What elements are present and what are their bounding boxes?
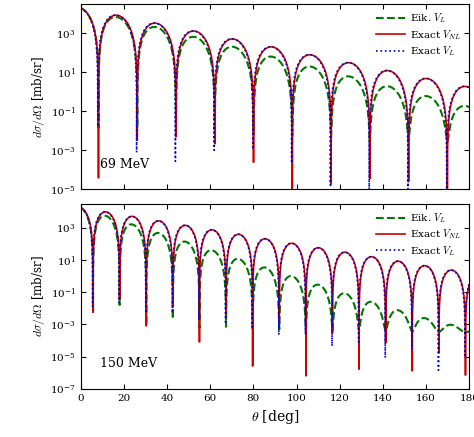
Exact $V_L$ (308, 52, 313, 57)
Exact $V_{NL}$ (290, 187, 295, 192)
Exact $V_L$ (325, 256, 330, 261)
Exact $V_{NL}$ (366, 255, 372, 260)
Eik. $V_L$ (466, 104, 472, 110)
Y-axis label: $d\sigma/d\Omega$ [mb/sr]: $d\sigma/d\Omega$ [mb/sr] (30, 56, 47, 138)
Exact $V_L$ (466, 281, 472, 286)
Eik. $V_L$ (78, 205, 83, 210)
Eik. $V_L$ (466, 329, 472, 334)
Eik. $V_L$ (463, 329, 468, 335)
Exact $V_L$ (366, 187, 372, 192)
Exact $V_{NL}$ (78, 5, 83, 10)
Legend: Eik. $V_L$, Exact $V_{NL}$, Exact $V_L$: Eik. $V_L$, Exact $V_{NL}$, Exact $V_L$ (374, 10, 464, 60)
Exact $V_L$ (78, 205, 83, 210)
Exact $V_L$ (219, 239, 224, 244)
Exact $V_{NL}$ (78, 205, 83, 210)
Eik. $V_L$ (78, 5, 83, 10)
Exact $V_{NL}$ (325, 255, 330, 260)
Exact $V_L$ (387, 267, 392, 273)
Eik. $V_L$ (445, 139, 450, 144)
Exact $V_{NL}$ (366, 106, 372, 111)
Eik. $V_L$ (387, 84, 392, 89)
Eik. $V_L$ (308, 288, 313, 294)
Eik. $V_L$ (308, 64, 313, 69)
Eik. $V_L$ (325, 90, 330, 95)
Exact $V_{NL}$ (303, 373, 309, 378)
Exact $V_{NL}$ (219, 238, 224, 243)
Line: Exact $V_L$: Exact $V_L$ (81, 208, 469, 370)
X-axis label: $\theta$ [deg]: $\theta$ [deg] (251, 408, 299, 427)
Exact $V_{NL}$ (308, 52, 313, 57)
Exact $V_{NL}$ (387, 68, 392, 73)
Eik. $V_L$ (219, 260, 224, 265)
Eik. $V_L$ (387, 316, 392, 321)
Line: Exact $V_{NL}$: Exact $V_{NL}$ (81, 8, 469, 189)
Exact $V_L$ (466, 85, 472, 90)
Line: Eik. $V_L$: Eik. $V_L$ (81, 208, 469, 332)
Exact $V_L$ (97, 38, 103, 43)
Eik. $V_L$ (366, 118, 372, 124)
Line: Eik. $V_L$: Eik. $V_L$ (81, 8, 469, 142)
Exact $V_{NL}$ (466, 85, 472, 90)
Legend: Eik. $V_L$, Exact $V_{NL}$, Exact $V_L$: Eik. $V_L$, Exact $V_{NL}$, Exact $V_L$ (374, 209, 464, 260)
Exact $V_L$ (219, 44, 224, 49)
Eik. $V_L$ (366, 300, 372, 305)
Exact $V_{NL}$ (219, 45, 224, 51)
Text: 69 MeV: 69 MeV (100, 158, 149, 171)
Exact $V_{NL}$ (325, 77, 330, 83)
Eik. $V_L$ (97, 215, 103, 221)
Exact $V_L$ (308, 252, 313, 257)
Exact $V_L$ (436, 368, 441, 373)
Exact $V_L$ (325, 80, 330, 85)
Exact $V_{NL}$ (387, 268, 392, 274)
Exact $V_{NL}$ (97, 43, 103, 49)
Exact $V_L$ (78, 5, 83, 10)
Exact $V_L$ (97, 212, 103, 217)
Line: Exact $V_L$: Exact $V_L$ (81, 8, 469, 189)
Exact $V_{NL}$ (308, 253, 313, 258)
Text: 150 MeV: 150 MeV (100, 357, 157, 371)
Y-axis label: $d\sigma/d\Omega$ [mb/sr]: $d\sigma/d\Omega$ [mb/sr] (30, 256, 47, 337)
Exact $V_L$ (366, 119, 372, 124)
Exact $V_L$ (387, 68, 392, 73)
Exact $V_{NL}$ (97, 212, 103, 218)
Exact $V_{NL}$ (466, 282, 472, 288)
Eik. $V_L$ (97, 44, 103, 49)
Line: Exact $V_{NL}$: Exact $V_{NL}$ (81, 208, 469, 376)
Eik. $V_L$ (219, 52, 224, 58)
Exact $V_L$ (366, 255, 372, 260)
Eik. $V_L$ (325, 293, 330, 298)
